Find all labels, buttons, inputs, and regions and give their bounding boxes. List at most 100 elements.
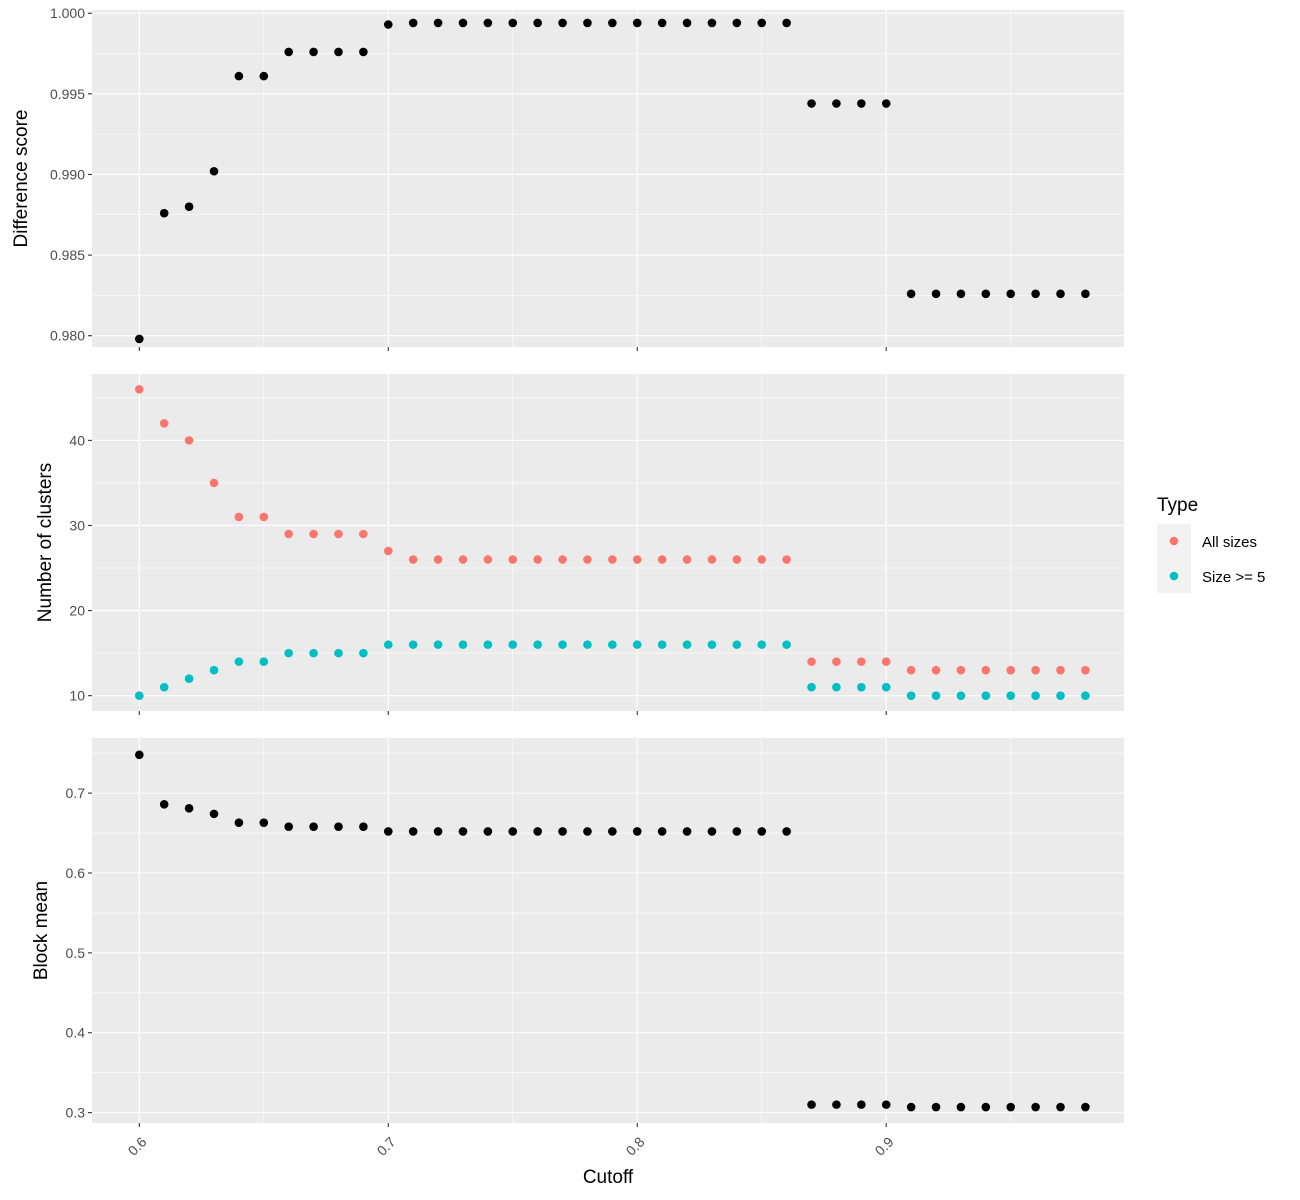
data-point-size-5: [1006, 691, 1016, 700]
y-axis-title: Difference score: [11, 110, 32, 248]
data-point-size-5: [782, 640, 791, 649]
data-point-size-5: [259, 657, 269, 666]
y-axis-ticks: 0.980 0.985 0.990 0.995 1.000: [50, 5, 92, 344]
data-point-all-sizes: [956, 665, 966, 675]
data-point-series: [632, 18, 642, 28]
data-point-series: [608, 18, 617, 28]
x-tick-label: 0.9: [872, 1134, 897, 1159]
data-point-series: [533, 18, 542, 28]
data-point-series: [259, 71, 269, 81]
data-point-series: [1056, 289, 1065, 299]
data-point-series: [383, 827, 393, 836]
data-point-all-sizes: [1081, 665, 1090, 675]
data-point-size-5: [1081, 691, 1090, 700]
data-point-size-5: [956, 691, 966, 700]
data-point-series: [757, 18, 767, 28]
y-tick-label: 0.990: [50, 166, 85, 182]
data-point-size-5: [159, 682, 169, 692]
data-point-all-sizes: [608, 555, 617, 564]
data-point-series: [259, 818, 269, 827]
y-tick-label: 0.3: [66, 1105, 86, 1121]
data-point-all-sizes: [682, 555, 692, 564]
x-tick-label: 0.6: [125, 1134, 150, 1159]
panel-number-of-clusters: 10 20 30 40 Number of clusters: [35, 374, 1124, 715]
data-point-all-sizes: [583, 555, 592, 564]
data-point-size-5: [981, 691, 991, 700]
data-point-size-5: [309, 648, 318, 658]
y-axis-title: Number of clusters: [35, 463, 56, 622]
data-point-series: [657, 18, 667, 28]
data-point-series: [433, 18, 443, 28]
grid-lines: [92, 374, 1124, 711]
data-point-size-5: [533, 640, 542, 649]
data-point-series: [159, 208, 169, 218]
grid-lines: [92, 10, 1124, 347]
data-point-all-sizes: [533, 555, 542, 564]
data-point-size-5: [184, 674, 194, 683]
data-point-series: [558, 827, 567, 836]
data-point-series: [508, 827, 518, 836]
data-point-size-5: [807, 682, 816, 692]
data-point-series: [956, 1102, 966, 1112]
data-point-series: [1006, 289, 1016, 299]
data-point-all-sizes: [408, 555, 418, 564]
legend-key-size-ge-5: [1169, 571, 1179, 581]
data-point-all-sizes: [284, 529, 293, 539]
y-tick-label: 0.985: [50, 247, 85, 263]
data-point-all-sizes: [359, 529, 368, 539]
x-tick-label: 0.7: [374, 1134, 399, 1159]
data-point-size-5: [408, 640, 418, 649]
data-point-series: [657, 827, 667, 836]
grid-lines: [92, 738, 1124, 1123]
data-point-series: [533, 827, 542, 836]
panel-background: [92, 738, 1124, 1123]
data-point-size-5: [583, 640, 592, 649]
legend-key-background: [1157, 524, 1191, 593]
y-tick-label: 0.5: [66, 945, 86, 961]
y-tick-label: 20: [69, 603, 85, 619]
x-axis-title: Cutoff: [583, 1167, 634, 1188]
data-point-all-sizes: [334, 529, 343, 539]
data-point-series: [458, 18, 468, 28]
data-point-all-sizes: [159, 419, 169, 428]
data-point-series: [757, 827, 767, 836]
data-point-size-5: [857, 682, 866, 692]
data-point-series: [209, 166, 219, 176]
data-point-series: [881, 1100, 891, 1109]
data-point-series: [159, 799, 169, 809]
data-point-series: [383, 20, 393, 29]
data-point-series: [583, 18, 592, 28]
data-point-size-5: [657, 640, 667, 649]
data-point-size-5: [383, 640, 393, 649]
data-point-series: [682, 827, 692, 836]
panel-block-mean: 0.3 0.4 0.5 0.6 0.7 Block mean: [31, 738, 1124, 1127]
data-point-all-sizes: [881, 657, 891, 666]
data-point-size-5: [707, 640, 717, 649]
data-point-all-sizes: [632, 555, 642, 564]
legend-key-all-sizes: [1169, 536, 1179, 546]
y-tick-label: 1.000: [50, 5, 85, 21]
data-point-series: [682, 18, 692, 28]
data-point-size-5: [832, 682, 841, 692]
y-axis-title: Block mean: [31, 881, 52, 980]
data-point-all-sizes: [508, 555, 518, 564]
data-point-series: [1006, 1102, 1016, 1112]
data-point-all-sizes: [981, 665, 991, 675]
data-point-size-5: [1056, 691, 1065, 700]
data-point-series: [408, 827, 418, 836]
data-point-all-sizes: [807, 657, 816, 666]
data-point-all-sizes: [707, 555, 717, 564]
data-point-series: [309, 47, 318, 57]
data-point-size-5: [881, 682, 891, 692]
y-tick-label: 10: [69, 688, 85, 704]
data-point-series: [807, 99, 816, 108]
data-point-size-5: [284, 648, 293, 658]
data-point-series: [458, 827, 468, 836]
data-point-series: [906, 1102, 916, 1112]
data-point-size-5: [682, 640, 692, 649]
data-point-size-5: [234, 657, 244, 666]
data-point-series: [707, 18, 717, 28]
x-axis-tick-labels: 0.6 0.7 0.8 0.9: [125, 1134, 897, 1159]
data-point-series: [632, 827, 642, 836]
data-point-series: [1031, 289, 1040, 299]
